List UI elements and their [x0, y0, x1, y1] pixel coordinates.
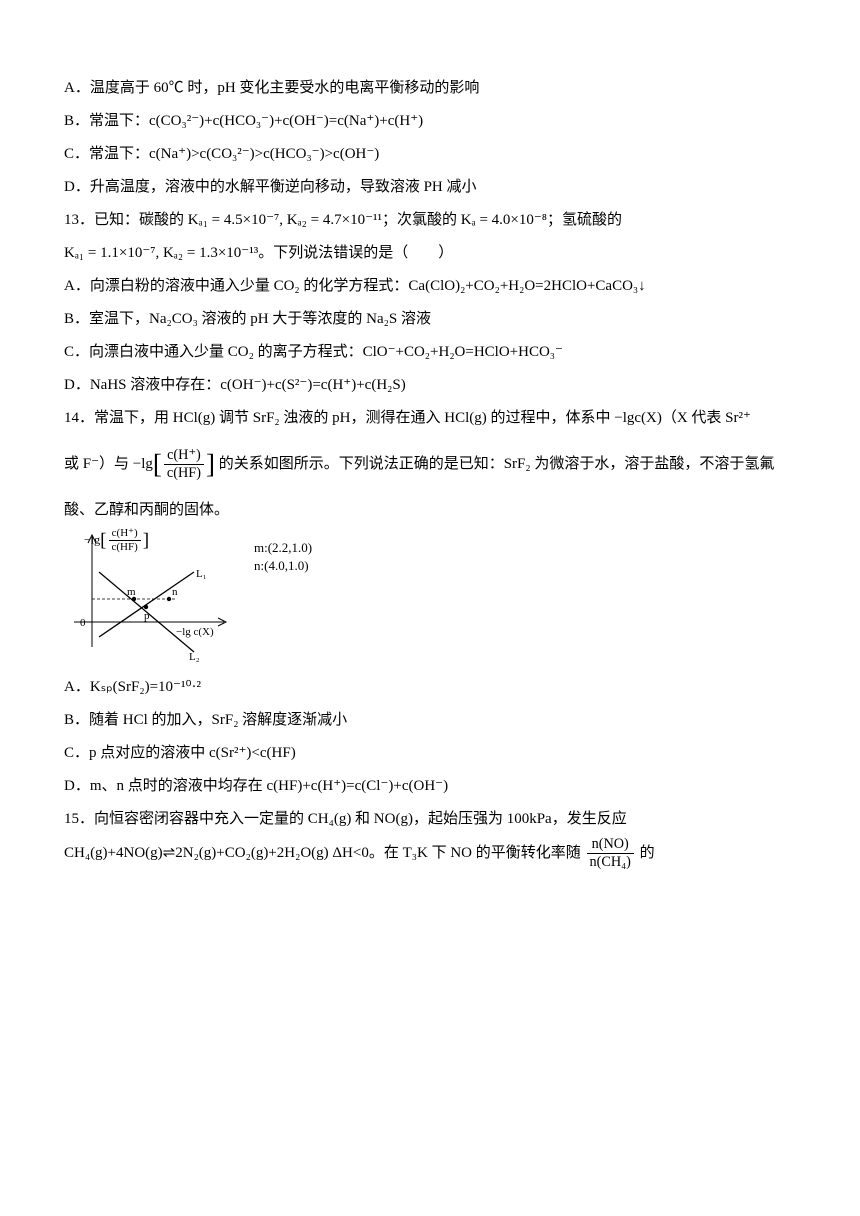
q13-option-d: D．NaHS 溶液中存在：c(OH⁻)+c(S²⁻)=c(H⁺)+c(H₂S) [64, 369, 796, 402]
q13-option-a: A．向漂白粉的溶液中通入少量 CO₂ 的化学方程式：Ca(ClO)₂+CO₂+H… [64, 270, 796, 303]
q12-option-c: C．常温下：c(Na⁺)>c(CO₃²⁻)>c(HCO₃⁻)>c(OH⁻) [64, 138, 796, 171]
graph-n-point: n:(4.0,1.0) [254, 557, 312, 575]
q12-option-a: A．温度高于 60℃ 时，pH 变化主要受水的电离平衡移动的影响 [64, 72, 796, 105]
q15-tail: 的 [636, 845, 655, 861]
q13-ka-carbonic: Kₐ₁ = 4.5×10⁻⁷, Kₐ₂ = 4.7×10⁻¹¹ [188, 212, 382, 228]
q15-stem-line2: CH₄(g)+4NO(g)⇌2N₂(g)+CO₂(g)+2H₂O(g) ΔH<0… [64, 836, 796, 871]
q14-graph-side: −lg[c(H⁺)c(HF)] m:(2.2,1.0) n:(4.0,1.0) [254, 539, 312, 575]
q15-after-eq: 。在 T₃K 下 NO 的平衡转化率随 [369, 845, 585, 861]
q14-graph-row: m n p L₁ L₂ 0 −lg c(X) −lg[c(H⁺)c(HF)] m… [64, 527, 796, 667]
graph-n-label: n [172, 586, 178, 598]
q13-c-prefix: C．向漂白液中通入少量 CO₂ 的离子方程式： [64, 344, 363, 360]
graph-y-prefix: −lg [84, 533, 100, 547]
q12-b-equation: c(CO₃²⁻)+c(HCO₃⁻)+c(OH⁻)=c(Na⁺)+c(H⁺) [149, 113, 423, 129]
q12-option-b: B．常温下：c(CO₃²⁻)+c(HCO₃⁻)+c(OH⁻)=c(Na⁺)+c(… [64, 105, 796, 138]
q13-option-b: B．室温下，Na₂CO₃ 溶液的 pH 大于等浓度的 Na₂S 溶液 [64, 303, 796, 336]
q14-option-c: C．p 点对应的溶液中 c(Sr²⁺)<c(HF) [64, 737, 796, 770]
graph-m-label: m [127, 586, 136, 598]
graph-y-num: c(H⁺) [109, 527, 141, 541]
q12-b-prefix: B．常温下： [64, 113, 149, 129]
q13-d-equation: c(OH⁻)+c(S²⁻)=c(H⁺)+c(H₂S) [220, 377, 405, 393]
graph-p-label: p [144, 610, 150, 622]
q13-stem-b: ；次氯酸的 [382, 212, 461, 228]
graph-x-label: −lg c(X) [176, 626, 214, 638]
q13-ka-h2s: Kₐ₁ = 1.1×10⁻⁷, Kₐ₂ = 1.3×10⁻¹³ [64, 245, 258, 261]
q13-a-prefix: A．向漂白粉的溶液中通入少量 CO₂ 的化学方程式： [64, 278, 408, 294]
q13-stem-c: ；氢硫酸的 [547, 212, 622, 228]
q13-stem-line1: 13．已知：碳酸的 Kₐ₁ = 4.5×10⁻⁷, Kₐ₂ = 4.7×10⁻¹… [64, 204, 796, 237]
q14-frac-num: c(H⁺) [164, 447, 204, 465]
q14-stem-2b: 的关系如图所示。下列说法正确的是已知：SrF₂ 为微溶于水，溶于盐酸，不溶于氢氟 [215, 456, 774, 472]
q13-stem-a: 13．已知：碳酸的 [64, 212, 188, 228]
q14-stem-line3: 酸、乙醇和丙酮的固体。 [64, 494, 796, 527]
q15-stem-line1: 15．向恒容密闭容器中充入一定量的 CH₄(g) 和 NO(g)，起始压强为 1… [64, 803, 796, 836]
q14-option-a: A．Kₛₚ(SrF₂)=10⁻¹⁰·² [64, 671, 796, 704]
graph-m-point: m:(2.2,1.0) [254, 539, 312, 557]
q13-d-prefix: D．NaHS 溶液中存在： [64, 377, 220, 393]
graph-y-den: c(HF) [109, 541, 141, 554]
graph-l1-label: L₁ [196, 568, 207, 580]
q15-fraction: n(NO)n(CH₄) [587, 836, 634, 871]
q13-stem-line2: Kₐ₁ = 1.1×10⁻⁷, Kₐ₂ = 1.3×10⁻¹³。下列说法错误的是… [64, 237, 796, 270]
q14-stem-line2: 或 F⁻）与 −lg[c(H⁺)c(HF)] 的关系如图所示。下列说法正确的是已… [64, 435, 796, 494]
graph-l2-label: L₂ [189, 651, 200, 663]
q14-option-b: B．随着 HCl 的加入，SrF₂ 溶解度逐渐减小 [64, 704, 796, 737]
q13-c-equation: ClO⁻+CO₂+H₂O=HClO+HCO₃⁻ [363, 344, 563, 360]
q14-stem-line1: 14．常温下，用 HCl(g) 调节 SrF₂ 浊液的 pH，测得在通入 HCl… [64, 402, 796, 435]
q13-ka-hclo: Kₐ = 4.0×10⁻⁸ [461, 212, 547, 228]
q12-option-d: D．升高温度，溶液中的水解平衡逆向移动，导致溶液 PH 减小 [64, 171, 796, 204]
graph-zero: 0 [80, 617, 86, 629]
q14-lg-prefix: −lg [133, 456, 153, 472]
q12-c-equation: c(Na⁺)>c(CO₃²⁻)>c(HCO₃⁻)>c(OH⁻) [149, 146, 379, 162]
q14-stem-2a: 或 F⁻）与 [64, 456, 133, 472]
q13-option-c: C．向漂白液中通入少量 CO₂ 的离子方程式：ClO⁻+CO₂+H₂O=HClO… [64, 336, 796, 369]
q13-stem-d: 。下列说法错误的是（ ） [258, 245, 453, 261]
q15-frac-den: n(CH₄) [587, 854, 634, 871]
q14-option-d: D．m、n 点时的溶液中均存在 c(HF)+c(H⁺)=c(Cl⁻)+c(OH⁻… [64, 770, 796, 803]
q15-frac-num: n(NO) [587, 836, 634, 854]
q15-equation: CH₄(g)+4NO(g)⇌2N₂(g)+CO₂(g)+2H₂O(g) ΔH<0 [64, 845, 369, 861]
q12-c-prefix: C．常温下： [64, 146, 149, 162]
q14-fraction: c(H⁺)c(HF) [164, 447, 204, 482]
q14-frac-den: c(HF) [164, 465, 204, 482]
q13-a-equation: Ca(ClO)₂+CO₂+H₂O=2HClO+CaCO₃↓ [408, 278, 645, 294]
